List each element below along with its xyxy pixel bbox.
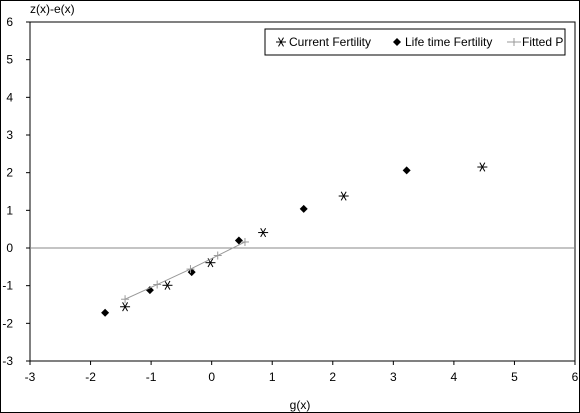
y-tick-label: 3: [6, 128, 13, 142]
data-point-current: [120, 302, 131, 312]
data-point-current: [338, 191, 349, 201]
x-tick-label: -1: [146, 370, 157, 384]
legend-label: Current Fertility: [289, 35, 371, 49]
data-point-lifetime: [234, 236, 243, 245]
data-point-fitted: [153, 280, 162, 289]
y-tick-label: 1: [6, 203, 13, 217]
data-point-fitted: [121, 295, 130, 304]
series-1: [120, 162, 488, 312]
x-tick-label: 4: [451, 370, 458, 384]
legend-entry: Current Fertility: [276, 35, 371, 49]
data-point-lifetime: [187, 268, 196, 277]
series-2: [101, 166, 411, 317]
asterisk-stroke: [340, 191, 347, 201]
series-layer: [101, 162, 488, 317]
legend-plus-icon: [510, 38, 518, 46]
y-tick-label: -3: [2, 354, 13, 368]
data-point-current: [162, 280, 173, 290]
legend-asterisk-icon: [276, 37, 286, 47]
y-axis-label: z(x)-e(x): [30, 2, 75, 16]
x-tick-label: -2: [85, 370, 96, 384]
asterisk-stroke: [278, 37, 284, 47]
asterisk-stroke: [122, 302, 129, 312]
asterisk-stroke: [260, 227, 267, 238]
plot-border: [29, 21, 576, 362]
legend-diamond-icon: [393, 38, 401, 46]
legend-label: Fitted P: [522, 35, 563, 49]
data-point-lifetime: [299, 204, 308, 213]
y-tick-label: -2: [2, 316, 13, 330]
series-3: [121, 237, 249, 304]
y-tick-label: 0: [6, 241, 13, 255]
y-tick-label: 2: [6, 166, 13, 180]
plot-area: [29, 21, 576, 362]
x-tick-label: 0: [208, 370, 215, 384]
y-tick-label: 5: [6, 53, 13, 67]
x-axis-ticks: -3 -2 -1 0 1 2 3 4 5 6: [25, 361, 579, 384]
data-point-current: [258, 227, 269, 238]
data-point-lifetime: [145, 286, 154, 295]
y-axis-ticks: -3 -2 -1 0 1 2 3 4 5 6: [2, 15, 30, 368]
data-point-fitted: [186, 265, 195, 274]
legend-entry: Life time Fertility: [393, 35, 492, 49]
y-tick-label: 4: [6, 90, 13, 104]
data-point-current: [477, 162, 488, 172]
data-point-fitted: [240, 237, 249, 246]
data-point-fitted: [213, 251, 222, 260]
legend-entry: Fitted P: [507, 35, 563, 49]
data-point-lifetime: [402, 166, 411, 175]
x-tick-label: 2: [329, 370, 336, 384]
x-tick-label: 5: [511, 370, 518, 384]
asterisk-stroke: [207, 258, 214, 268]
asterisk-stroke: [164, 280, 171, 290]
x-tick-label: 3: [390, 370, 397, 384]
x-tick-label: 1: [269, 370, 276, 384]
y-tick-label: 6: [6, 15, 13, 29]
x-tick-label: 6: [572, 370, 579, 384]
legend: Current Fertility Life time Fertility Fitt…: [264, 28, 566, 56]
x-axis-label: g(x): [290, 398, 311, 412]
x-tick-label: -3: [25, 370, 36, 384]
fitted-line: [124, 241, 246, 300]
y-tick-label: -1: [2, 279, 13, 293]
asterisk-stroke: [479, 162, 486, 172]
legend-label: Life time Fertility: [405, 35, 492, 49]
data-point-lifetime: [101, 308, 110, 317]
